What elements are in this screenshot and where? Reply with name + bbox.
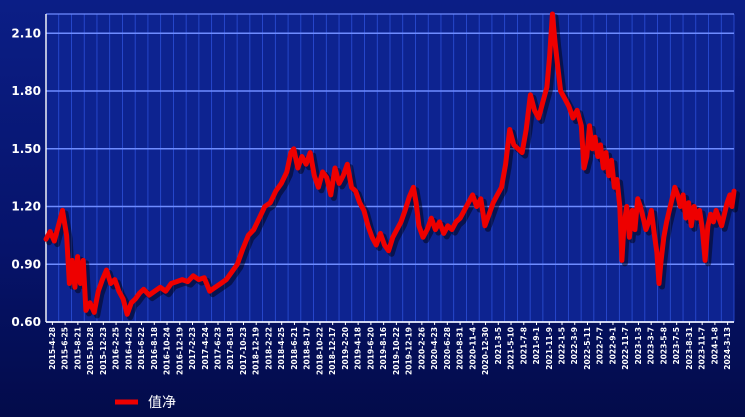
x-tick-label: 2017-8-18 <box>226 327 235 370</box>
legend: 值净 <box>115 395 176 411</box>
x-tick-label: 2020-11-4 <box>468 327 477 370</box>
x-tick-label: 2015-12-23 <box>99 327 108 375</box>
y-tick-label: 0.60 <box>11 315 41 329</box>
x-tick-label: 2019-12-19 <box>405 327 414 375</box>
x-tick-label: 2017-4-24 <box>201 327 210 370</box>
x-tick-label: 2019-2-20 <box>341 327 350 370</box>
x-tick-label: 2016-6-22 <box>137 327 146 370</box>
x-tick-label: 2015-6-25 <box>61 327 70 370</box>
axis-layer: 0.60 0.90 1.20 1.50 1.80 2.10 2015-4-28 2015-6-… <box>11 14 734 375</box>
x-tick-label: 2023-5-8 <box>659 327 668 365</box>
x-tick-label: 2019-4-18 <box>354 327 363 370</box>
x-tick-label: 2015-4-28 <box>48 327 57 370</box>
y-tick-label: 1.20 <box>11 200 41 214</box>
legend-label: 值净 <box>148 395 176 411</box>
x-tick-label: 2018-6-21 <box>290 327 299 370</box>
x-tick-label: 2016-12-19 <box>175 327 184 375</box>
grid-layer <box>45 13 735 323</box>
x-tick-label: 2023-3-7 <box>647 327 656 365</box>
x-tick-label: 2018-12-17 <box>328 327 337 375</box>
x-tick-label: 2023-1-3 <box>634 327 643 365</box>
y-tick-label: 1.80 <box>11 84 41 98</box>
x-tick-label: 2018-2-22 <box>264 327 273 370</box>
y-tick-label: 2.10 <box>11 26 41 40</box>
x-tick-label: 2020-8-31 <box>456 327 465 370</box>
x-tick-label: 2022-7-7 <box>596 327 605 365</box>
x-tick-label: 2021-7-8 <box>519 327 528 365</box>
x-tick-label: 2018-4-25 <box>277 327 286 370</box>
y-tick-label: 0.90 <box>11 257 41 271</box>
x-tick-label: 2018-8-17 <box>303 327 312 370</box>
x-tick-label: 2021-3-5 <box>494 327 503 365</box>
x-tick-label: 2019-10-22 <box>392 327 401 375</box>
x-tick-label: 2020-6-28 <box>443 327 452 370</box>
x-tick-label: 2020-12-30 <box>481 327 490 375</box>
x-tick-label: 2022-9-1 <box>608 327 617 365</box>
x-tick-label: 2021-9-1 <box>532 327 541 365</box>
x-tick-label: 2016-4-22 <box>124 327 133 370</box>
x-tick-label: 2024-1-8 <box>710 327 719 365</box>
x-tick-label: 2016-10-24 <box>163 327 172 375</box>
x-tick-label: 2020-2-26 <box>417 327 426 370</box>
x-tick-label: 2019-6-20 <box>366 327 375 370</box>
x-tick-label: 2016-8-18 <box>150 327 159 370</box>
x-tick-label: 2021-5-10 <box>507 327 516 370</box>
y-tick-label: 1.50 <box>11 142 41 156</box>
x-tick-label: 2024-3-13 <box>723 327 732 370</box>
x-tick-label: 2016-2-25 <box>112 327 121 370</box>
x-tick-label: 2023-11-7 <box>698 327 707 370</box>
x-tick-label: 2019-8-16 <box>379 327 388 370</box>
series-line <box>43 11 737 317</box>
x-tick-label: 2021-11-9 <box>545 327 554 370</box>
x-tick-label: 2023-8-31 <box>685 327 694 370</box>
series-shadow <box>46 14 740 321</box>
x-tick-label: 2018-12-19 <box>252 327 261 375</box>
x-tick-label: 2022-11-7 <box>621 327 630 370</box>
x-tick-label: 2015-10-28 <box>86 327 95 375</box>
series-layer <box>43 11 740 321</box>
x-tick-label: 2017-6-23 <box>214 327 223 370</box>
x-tick-label: 2022-5-11 <box>583 327 592 370</box>
x-tick-label: 2022-3-9 <box>570 327 579 365</box>
x-tick-label: 2022-1-5 <box>558 327 567 365</box>
x-tick-label: 2017-10-23 <box>239 327 248 375</box>
x-tick-label: 2023-7-5 <box>672 327 681 365</box>
x-tick-label: 2018-10-22 <box>315 327 324 375</box>
x-tick-label: 2015-8-21 <box>73 327 82 370</box>
x-tick-label: 2020-4-23 <box>430 327 439 370</box>
x-tick-label: 2017-2-23 <box>188 327 197 370</box>
